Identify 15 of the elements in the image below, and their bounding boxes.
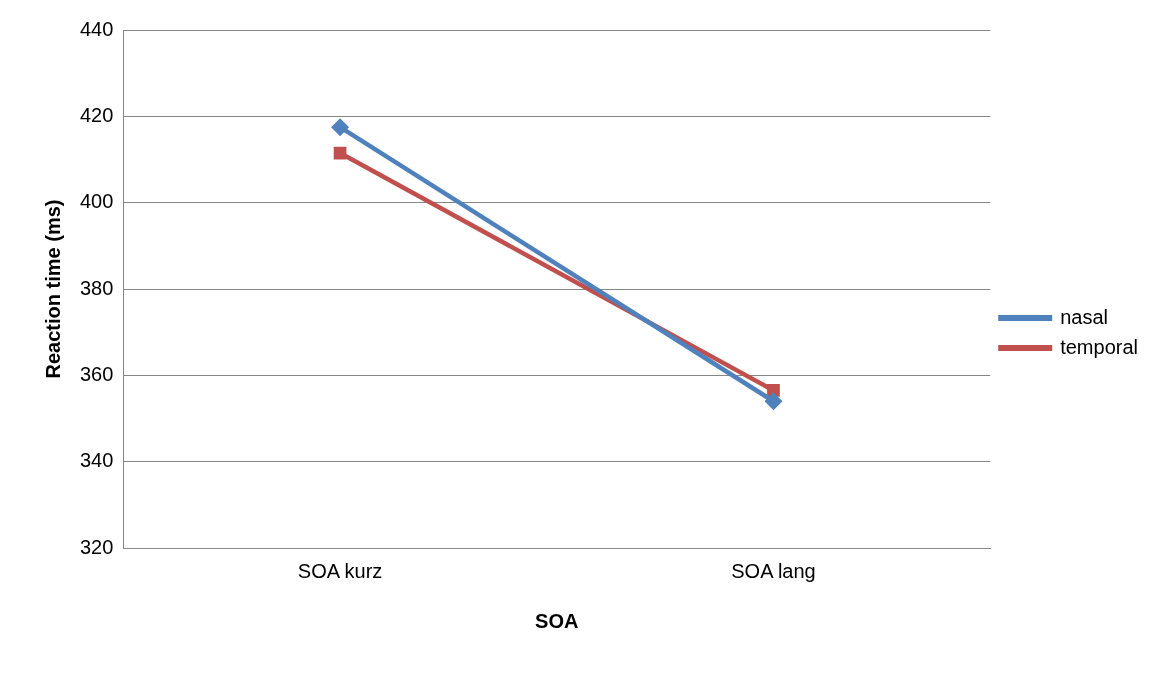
- y-tick-label: 360: [79, 362, 114, 385]
- y-axis-title: Reaction time (ms): [41, 199, 64, 379]
- y-tick-label: 380: [79, 276, 114, 299]
- y-tick-label: 400: [79, 190, 114, 213]
- y-tick-label: 320: [79, 535, 114, 558]
- legend-label: nasal: [1060, 305, 1108, 328]
- y-tick-label: 440: [79, 17, 114, 40]
- y-tick-label: 340: [79, 449, 114, 472]
- x-axis-title: SOA: [535, 609, 579, 632]
- legend-label: temporal: [1060, 335, 1138, 358]
- y-tick-label: 420: [79, 103, 114, 126]
- x-tick-label: SOA lang: [731, 559, 816, 582]
- x-tick-label: SOA kurz: [297, 559, 383, 582]
- point: [764, 392, 783, 411]
- point: [331, 118, 350, 137]
